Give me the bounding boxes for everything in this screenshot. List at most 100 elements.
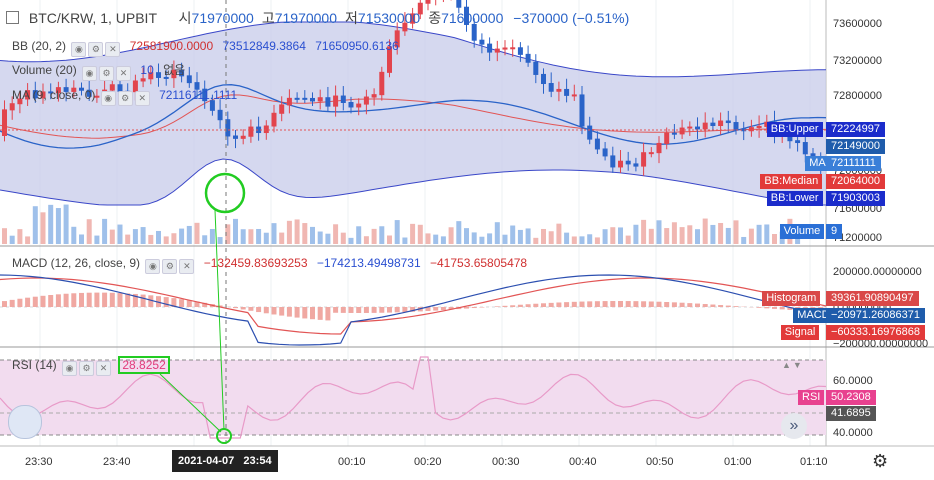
eye-icon[interactable]: ◉ — [82, 66, 98, 81]
volume-bar — [163, 236, 169, 244]
pane-arrows-icon[interactable]: ▲▼ — [782, 360, 804, 370]
candle-body — [202, 88, 208, 102]
volume-bar — [410, 223, 416, 244]
ma-name[interactable]: MA (9, close, 0) — [12, 88, 96, 102]
macd-histogram-bar — [664, 302, 670, 307]
candle-body — [25, 90, 31, 100]
time-axis-label: 00:10 — [338, 456, 366, 468]
macd-histogram-bar — [695, 303, 700, 307]
macd-histogram-bar — [132, 293, 138, 307]
eye-icon[interactable]: ◉ — [62, 361, 78, 376]
volume-bar — [40, 212, 46, 244]
close-icon[interactable]: ✕ — [105, 42, 121, 57]
close-icon[interactable]: ✕ — [116, 66, 132, 81]
volume-bar — [202, 235, 208, 244]
volume-bar — [233, 218, 238, 244]
symbol-title[interactable]: BTC/KRW, 1, UPBIT — [28, 10, 157, 26]
collapse-icon[interactable] — [6, 11, 19, 24]
double-chevron-right-icon[interactable]: » — [781, 413, 807, 439]
volume-bar — [9, 235, 15, 244]
price-tag-label: Volume — [779, 224, 825, 239]
ohlc-label: 고 — [261, 10, 275, 26]
eye-icon[interactable]: ◉ — [145, 259, 161, 274]
candle-body — [279, 104, 285, 114]
candle-body — [787, 133, 793, 142]
candle-body — [417, 2, 423, 15]
macd-histogram-bar — [510, 305, 516, 307]
macd-histogram-bar — [525, 304, 531, 307]
ohlc-label: 저 — [345, 10, 358, 26]
volume-bar — [256, 228, 262, 244]
gear-icon[interactable]: ⚙ — [79, 361, 95, 376]
candle-body — [687, 126, 693, 129]
bb-name[interactable]: BB (20, 2) — [12, 39, 67, 53]
macd-histogram-bar — [787, 307, 793, 310]
macd-histogram-bar — [371, 307, 377, 313]
macd-histogram-bar — [410, 307, 416, 312]
tradingview-logo-icon[interactable] — [8, 405, 42, 439]
volume-bar — [579, 236, 585, 244]
macd-histogram-bar — [587, 301, 593, 307]
macd-histogram-bar — [317, 307, 323, 320]
rsi-tag-label: RSI — [798, 390, 825, 405]
macd-name[interactable]: MACD (12, 26, close, 9) — [12, 256, 141, 270]
close-icon[interactable]: ✕ — [134, 91, 150, 106]
volume-bar — [2, 228, 7, 244]
volume-bar — [363, 236, 369, 244]
candle-body — [487, 43, 493, 53]
volume-bar — [702, 218, 708, 244]
close-icon[interactable]: ✕ — [96, 361, 112, 376]
eye-icon[interactable]: ◉ — [71, 42, 87, 57]
macd-histogram-bar — [772, 307, 777, 309]
macd-tag-label: Signal — [780, 325, 820, 340]
macd-signal-value: −41753.65805478 — [429, 256, 528, 270]
macd-histogram-bar — [548, 302, 554, 307]
volume-bar — [294, 219, 300, 244]
annotation-line — [214, 209, 225, 431]
candle-body — [517, 47, 523, 55]
macd-histogram-bar — [2, 301, 7, 307]
macd-histogram-bar — [217, 305, 223, 307]
volume-bar — [710, 224, 716, 244]
gear-icon[interactable]: ⚙ — [162, 259, 178, 274]
macd-histogram-bar — [779, 307, 785, 310]
rsi-name[interactable]: RSI (14) — [12, 358, 57, 372]
macd-histogram-bar — [725, 305, 731, 307]
candle-body — [541, 73, 546, 85]
ma-value: 72116111.1111 — [159, 88, 238, 102]
candle-body — [802, 142, 808, 155]
volume-ma-value: 없음 — [163, 63, 186, 77]
macd-histogram-bar — [156, 296, 161, 307]
candle-body — [63, 87, 69, 92]
volume-bar — [356, 226, 362, 244]
macd-histogram-bar — [363, 307, 369, 313]
rsi-axis-label: 40.0000 — [833, 427, 873, 439]
settings-gear-icon[interactable]: ⚙ — [872, 451, 889, 471]
volume-bar — [86, 219, 92, 244]
candle-body — [671, 132, 677, 135]
time-axis-label: 23:30 — [25, 456, 53, 468]
macd-histogram-bar — [702, 304, 708, 307]
bb-median-line — [0, 94, 827, 139]
volume-bar — [348, 237, 354, 244]
candle-body — [340, 95, 346, 103]
candle-body — [325, 97, 331, 107]
volume-bar — [48, 204, 54, 244]
macd-histogram-bar — [279, 307, 285, 316]
gear-icon[interactable]: ⚙ — [117, 91, 133, 106]
gear-icon[interactable]: ⚙ — [99, 66, 115, 81]
volume-bar — [387, 235, 392, 244]
candle-body — [556, 88, 562, 92]
macd-histogram-bar — [194, 301, 200, 307]
candle-body — [795, 140, 801, 144]
volume-bar — [448, 227, 454, 244]
volume-value: 10 — [140, 63, 154, 77]
close-icon[interactable]: ✕ — [179, 259, 195, 274]
macd-histogram-bar — [240, 307, 246, 310]
volume-bar — [425, 233, 431, 244]
candle-body — [363, 96, 369, 105]
eye-icon[interactable]: ◉ — [100, 91, 116, 106]
gear-icon[interactable]: ⚙ — [88, 42, 104, 57]
volume-name[interactable]: Volume (20) — [12, 63, 77, 77]
